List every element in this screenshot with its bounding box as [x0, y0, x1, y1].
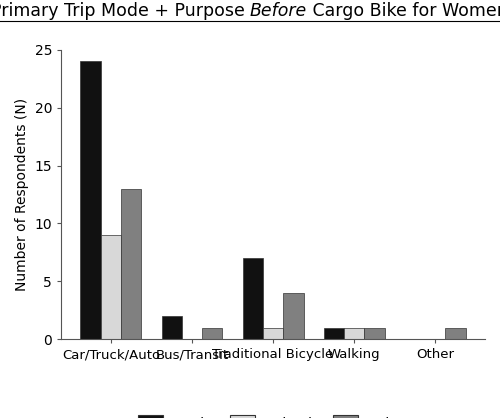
Bar — [263, 328, 283, 339]
Y-axis label: Number of Respondents (N): Number of Respondents (N) — [15, 98, 29, 291]
Bar — [202, 328, 222, 339]
Bar — [324, 328, 344, 339]
Bar — [100, 235, 121, 339]
Text: Before: Before — [250, 3, 307, 20]
Bar — [162, 316, 182, 339]
Text: Primary Trip Mode + Purpose: Primary Trip Mode + Purpose — [0, 3, 250, 20]
Bar — [283, 293, 304, 339]
Bar — [80, 61, 100, 339]
Bar — [364, 328, 384, 339]
Text: Cargo Bike for Women: Cargo Bike for Women — [307, 3, 500, 20]
Bar — [446, 328, 466, 339]
Bar — [121, 189, 142, 339]
Bar — [344, 328, 364, 339]
Bar — [242, 258, 263, 339]
Legend: Work, School, Other: Work, School, Other — [132, 410, 414, 418]
